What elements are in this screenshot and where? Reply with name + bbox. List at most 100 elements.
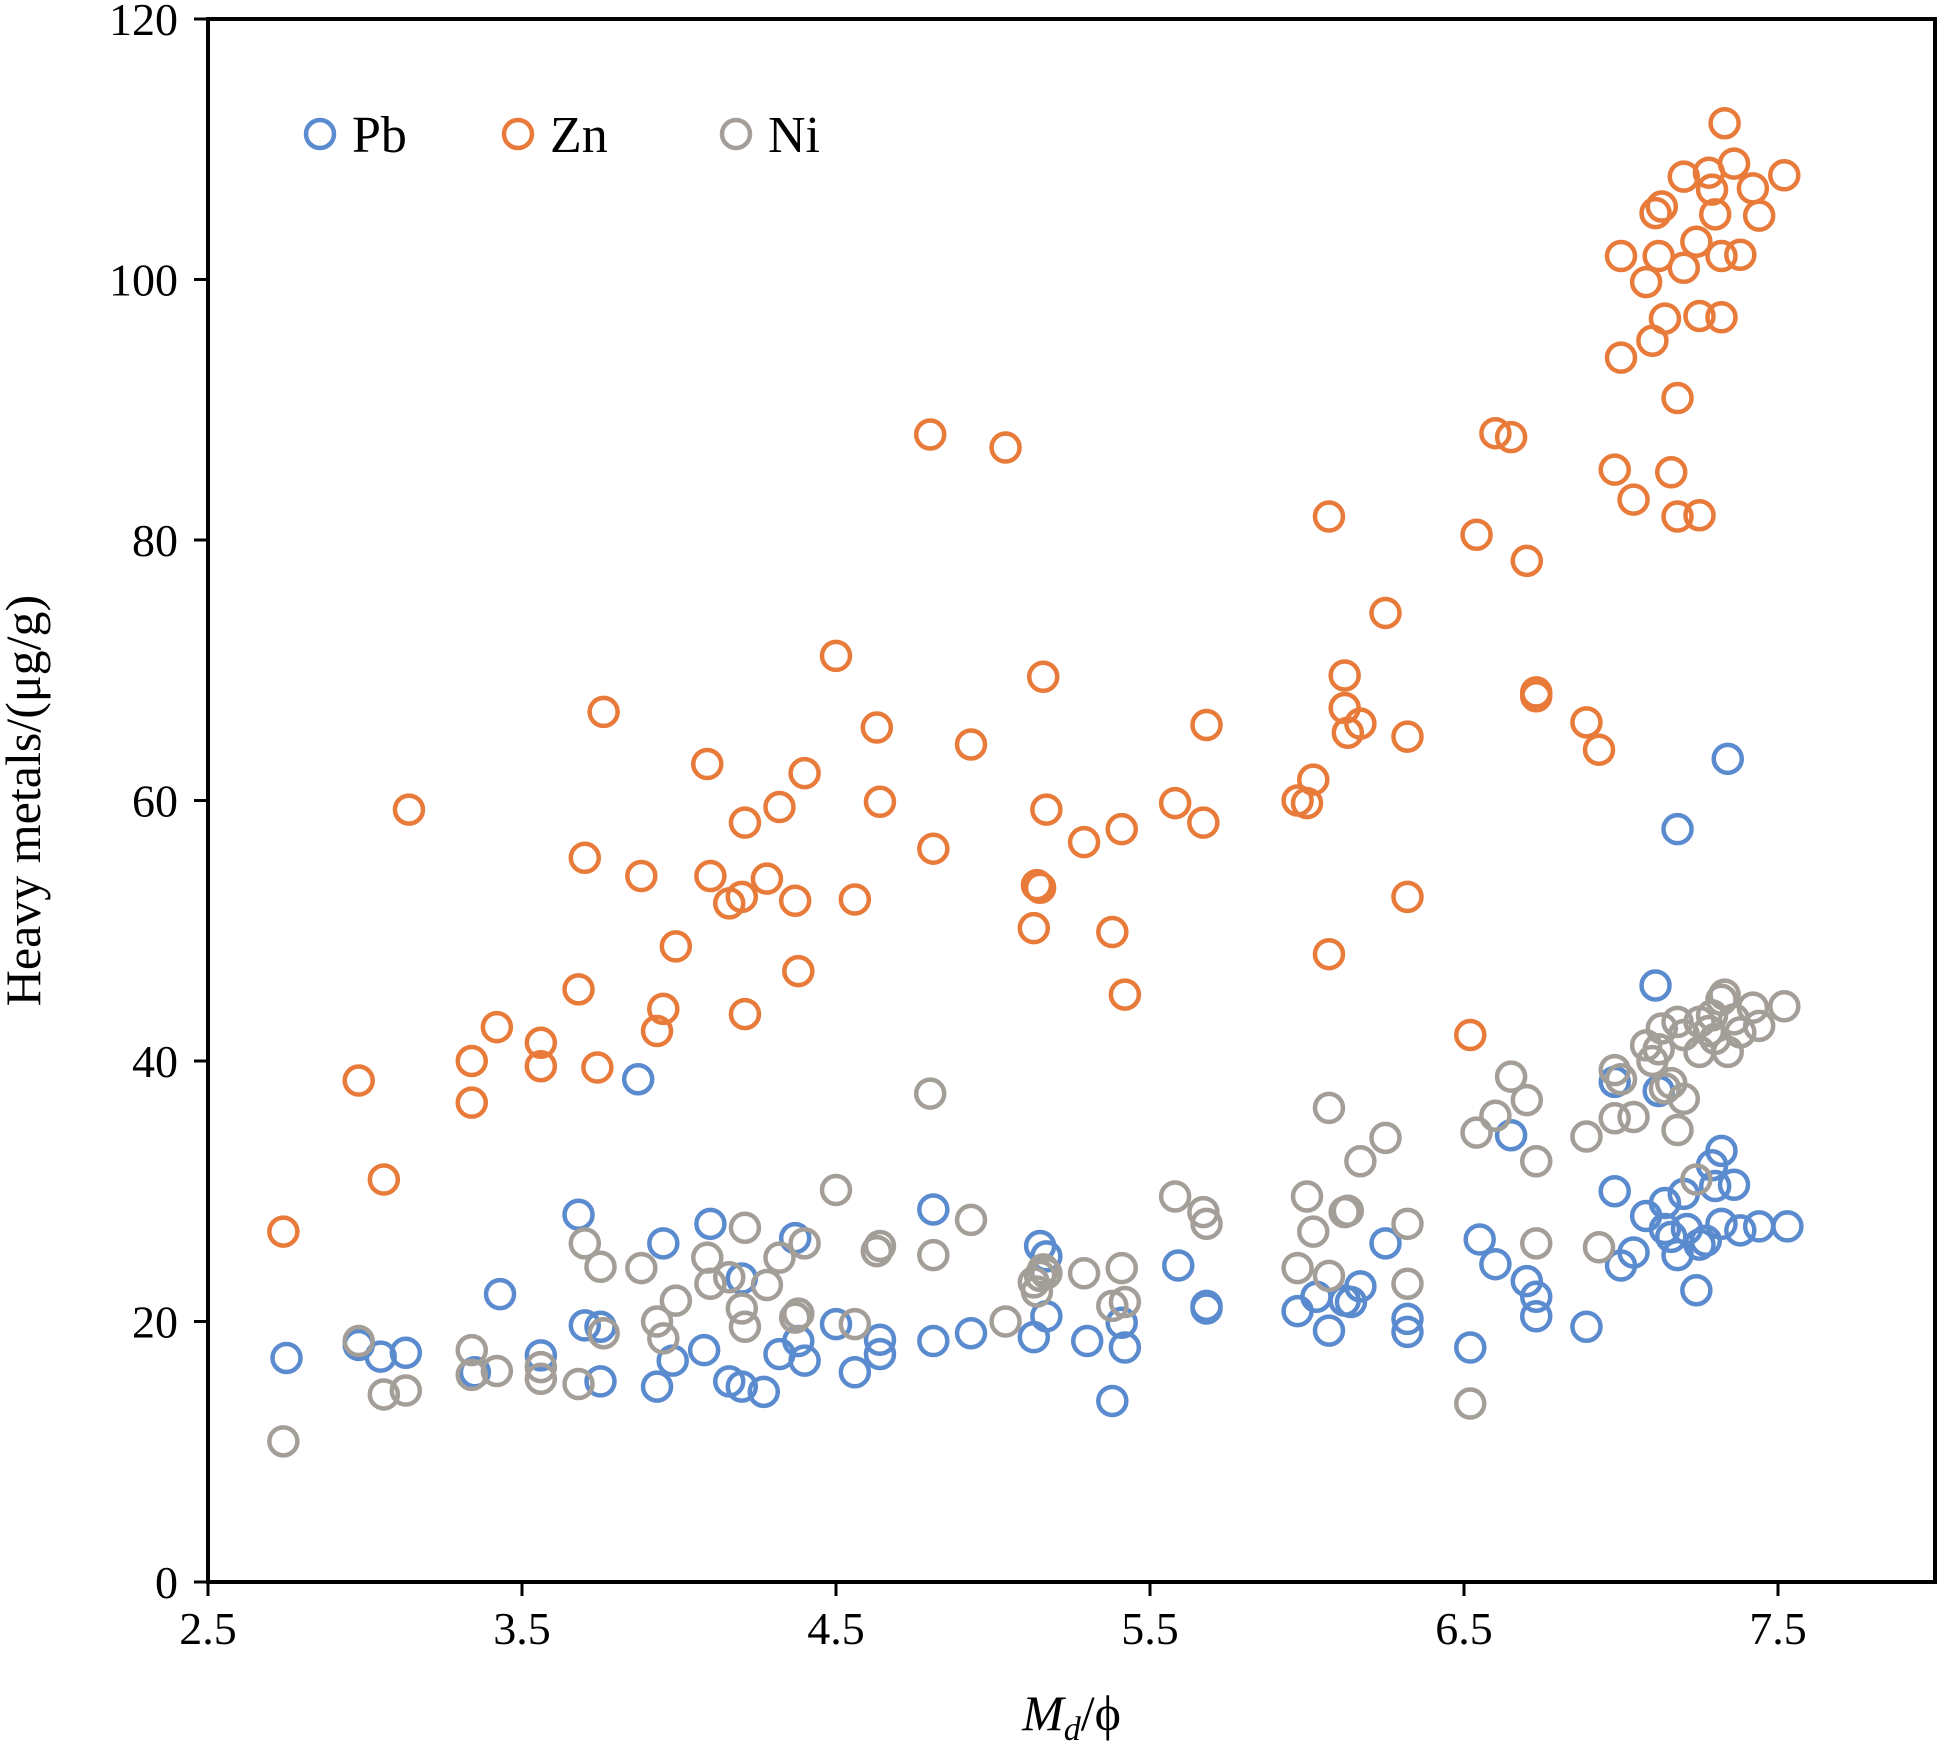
data-point-ni — [1391, 1207, 1424, 1241]
data-point-zn — [763, 790, 796, 824]
data-point-zn — [1067, 825, 1101, 859]
data-point-ni — [640, 1305, 674, 1338]
data-point-ni — [1030, 1257, 1063, 1290]
data-point-pb — [1771, 1210, 1804, 1243]
data-point-zn — [1708, 106, 1741, 140]
y-tick-label: 80 — [132, 515, 178, 566]
data-point-zn — [728, 997, 762, 1031]
data-point-pb — [524, 1339, 558, 1372]
x-axis-title-unit: /ϕ — [1081, 1685, 1121, 1741]
data-point-ni — [584, 1250, 617, 1284]
data-point-pb — [1190, 1292, 1223, 1325]
x-axis-title: Md/ϕ — [1021, 1685, 1121, 1744]
x-tick-label: 7.5 — [1749, 1603, 1807, 1654]
data-point-pb — [1742, 1210, 1776, 1243]
data-point-zn — [782, 954, 815, 988]
data-point-ni — [1312, 1259, 1346, 1293]
data-point-zn — [640, 1014, 674, 1048]
series-pb — [270, 742, 1804, 1418]
data-point-ni — [455, 1333, 489, 1367]
data-point-zn — [1661, 500, 1694, 533]
legend-entry-pb: Pb — [303, 107, 407, 164]
data-point-pb — [562, 1198, 595, 1231]
data-point-zn — [455, 1086, 489, 1119]
data-point-zn — [1108, 978, 1142, 1011]
data-point-pb — [1479, 1247, 1512, 1281]
data-point-zn — [694, 859, 727, 893]
data-point-pb — [1510, 1264, 1544, 1298]
data-point-zn — [917, 832, 950, 865]
data-point-zn — [581, 1051, 614, 1084]
data-point-zn — [367, 1163, 401, 1196]
data-point-ni — [1312, 1091, 1346, 1125]
data-point-zn — [625, 859, 658, 893]
data-point-zn — [1158, 786, 1192, 820]
data-point-ni — [1105, 1251, 1138, 1285]
data-point-pb — [389, 1336, 423, 1370]
data-point-pb — [863, 1323, 897, 1356]
data-point-pb — [483, 1277, 517, 1311]
data-point-ni — [778, 1301, 812, 1334]
data-point-ni — [1768, 990, 1801, 1023]
data-point-pb — [1639, 969, 1672, 1002]
data-point-ni — [587, 1316, 620, 1350]
x-tick-label: 2.5 — [179, 1603, 237, 1654]
y-tick-label: 60 — [132, 776, 178, 827]
data-point-zn — [480, 1010, 514, 1044]
data-point-pb — [1030, 1240, 1063, 1273]
data-point-pb — [863, 1337, 897, 1371]
x-axis-title-main: M — [1021, 1685, 1066, 1741]
data-point-ni — [1648, 1072, 1682, 1105]
data-point-ni — [1519, 1145, 1553, 1178]
data-point-zn — [392, 793, 426, 826]
data-point-ni — [1724, 1016, 1757, 1049]
data-point-zn — [1023, 871, 1057, 905]
x-tick-label: 3.5 — [493, 1603, 551, 1654]
data-point-zn — [1105, 812, 1138, 846]
data-point-ni — [1067, 1257, 1101, 1290]
data-point-ni — [750, 1268, 784, 1302]
data-point-zn — [1724, 238, 1757, 272]
data-point-zn — [728, 806, 762, 839]
data-point-ni — [954, 1203, 988, 1237]
data-point-pb — [687, 1333, 721, 1367]
data-point-ni — [480, 1354, 514, 1388]
data-point-zn — [1629, 265, 1663, 299]
data-point-pb — [1711, 742, 1745, 776]
data-point-pb — [621, 1062, 655, 1096]
data-point-pb — [270, 1341, 303, 1375]
data-point-pb — [1717, 1168, 1751, 1201]
data-point-zn — [647, 992, 680, 1026]
data-point-zn — [1454, 1018, 1487, 1052]
data-point-ni — [1190, 1207, 1223, 1241]
data-point-zn — [1494, 420, 1528, 454]
data-point-ni — [788, 1227, 821, 1260]
data-point-zn — [1017, 911, 1051, 945]
data-point-pb — [1570, 1310, 1603, 1343]
data-point-ni — [524, 1350, 558, 1384]
data-point-zn — [1654, 456, 1688, 489]
data-point-zn — [562, 973, 595, 1006]
data-point-zn — [1698, 198, 1732, 231]
data-point-ni — [728, 1310, 762, 1343]
data-point-ni — [917, 1238, 950, 1272]
data-point-zn — [1742, 199, 1776, 232]
y-tick-label: 40 — [132, 1036, 178, 1087]
data-point-zn — [1648, 302, 1682, 335]
data-point-pb — [1344, 1270, 1377, 1303]
data-point-ni — [1519, 1227, 1553, 1260]
data-point-zn — [587, 695, 620, 729]
data-point-ni — [863, 1229, 897, 1263]
data-point-pb — [1661, 812, 1694, 846]
y-tick-label: 0 — [155, 1557, 178, 1608]
data-point-ni — [1331, 1194, 1365, 1228]
data-point-zn — [1604, 341, 1638, 374]
data-point-ni — [763, 1241, 796, 1274]
data-point-zn — [1768, 159, 1801, 192]
data-point-pb — [1494, 1118, 1528, 1152]
data-point-pb — [1162, 1249, 1195, 1282]
data-point-zn — [913, 418, 947, 451]
data-point-zn — [524, 1049, 558, 1083]
data-point-pb — [1654, 1220, 1688, 1254]
data-point-ni — [1290, 1180, 1324, 1213]
